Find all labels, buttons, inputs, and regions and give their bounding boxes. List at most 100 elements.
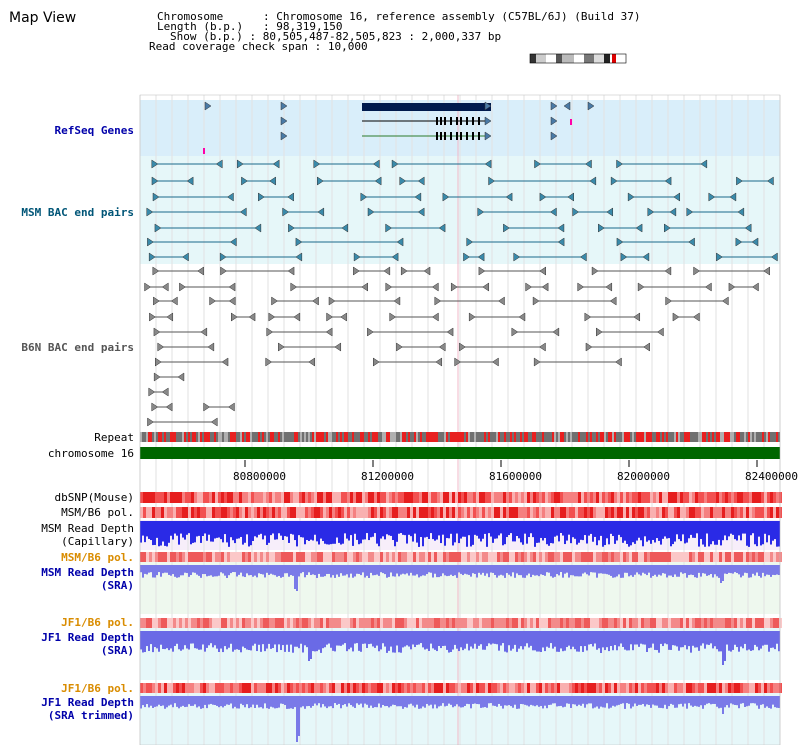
msm-sra-depth [230,565,232,574]
jf1-pol-heat [329,618,332,628]
jf1-trim-depth [498,696,500,704]
msm-sra-depth [418,565,420,578]
dbsnp-heat [518,492,521,503]
track-label-msm-b6-pol-1[interactable]: MSM/B6 pol. [61,506,134,519]
bac-end-arrow [414,192,422,202]
jf1-sra-depth [370,631,372,644]
jf1-sra-depth [712,631,714,649]
jf1-pol2-heat [383,683,386,693]
msm-cap-depth [492,521,494,543]
jf1-pol-heat [401,618,404,628]
jf1-sra-depth [200,631,202,650]
msm-sra-depth [500,565,502,575]
jf1-pol2-heat [524,683,527,693]
jf1-pol-heat [467,618,470,628]
dbsnp-heat [395,492,398,503]
msm-cap-depth [414,521,416,534]
msm-cap-depth [208,521,210,535]
jf1-pol-heat [548,618,551,628]
msm-pol-heat [437,507,440,518]
jf1-pol2-heat [272,683,275,693]
repeat-block [406,432,408,442]
track-label-jf1-depth-trim-1[interactable]: JF1 Read Depth [41,696,134,709]
msm-cap-depth [198,521,200,536]
jf1-trim-depth [274,696,276,709]
bac-end-arrow [334,342,342,352]
jf1-trim-depth [706,696,708,704]
jf1-trim-depth [688,696,690,704]
msm-sra-depth [546,565,548,573]
jf1-sra-depth [538,631,540,652]
track-label-msm-depth-cap-1[interactable]: MSM Read Depth [41,522,134,535]
jf1-sra-depth [430,631,432,644]
msm-pol2-heat [167,552,170,562]
jf1-trim-depth [666,696,668,709]
gene-marker [570,119,572,125]
bac-end-arrow [518,312,526,322]
bac-end-arrow [153,296,160,306]
dbsnp-heat [638,492,641,503]
track-label-jf1-b6-pol-1[interactable]: JF1/B6 pol. [61,616,134,629]
jf1-trim-depth [472,696,474,704]
track-label-jf1-b6-pol-2[interactable]: JF1/B6 pol. [61,682,134,695]
exon [440,132,442,140]
msm-cap-depth [570,521,572,544]
track-label-repeat[interactable]: Repeat [94,431,134,444]
msm-cap-depth [528,521,530,538]
jf1-trim-depth [542,696,544,709]
msm-sra-depth [656,565,658,577]
msm-sra-depth [572,565,574,576]
msm-cap-depth [180,521,182,534]
jf1-trim-depth [270,696,272,707]
bac-end-arrow [288,223,295,233]
jf1-pol-heat [194,618,197,628]
msm-pol2-heat [710,552,713,562]
jf1-pol-heat [515,618,518,628]
jf1-sra-depth [320,631,322,653]
msm-cap-depth [344,521,346,534]
msm-cap-depth [722,521,724,541]
track-label-b6n-bac[interactable]: B6N BAC end pairs [21,341,134,354]
jf1-sra-depth [686,631,688,650]
jf1-trim-depth [758,696,760,709]
repeat-block [644,432,646,442]
exon [456,117,458,125]
dbsnp-heat [341,492,344,503]
msm-cap-depth [186,521,188,535]
ideogram-band [556,54,562,63]
msm-pol2-heat [515,552,518,562]
bac-end-arrow [729,192,737,202]
msm-pol-heat [530,507,533,518]
dbsnp-heat [542,492,545,503]
jf1-pol-heat [674,618,677,628]
msm-pol2-heat [620,552,623,562]
msm-pol-heat [503,507,506,518]
msm-cap-depth [422,521,424,547]
jf1-pol-heat [302,618,305,628]
repeat-block [610,432,612,442]
track-label-jf1-depth-sra-1[interactable]: JF1 Read Depth [41,631,134,644]
jf1-pol2-heat [554,683,557,693]
track-label-msm-b6-pol-2[interactable]: MSM/B6 pol. [61,551,134,564]
msm-pol-heat [737,507,740,518]
track-label-dbsnp[interactable]: dbSNP(Mouse) [54,491,134,504]
msm-pol2-heat [185,552,188,562]
jf1-sra-depth [704,631,706,649]
repeat-block [652,432,654,442]
track-label-msm-bac[interactable]: MSM BAC end pairs [21,206,134,219]
jf1-trim-depth [484,696,486,708]
msm-pol2-heat [251,552,254,562]
track-label-refseq[interactable]: RefSeq Genes [54,124,134,137]
msm-pol2-heat [542,552,545,562]
msm-pol2-heat [731,552,734,562]
msm-pol2-heat [758,552,761,562]
jf1-pol-heat [332,618,335,628]
msm-cap-depth [234,521,236,544]
repeat-block [150,432,152,442]
track-label-msm-depth-sra-1[interactable]: MSM Read Depth [41,566,134,579]
bac-end-arrow [728,282,736,292]
jf1-sra-depth [738,631,740,652]
msm-pol-heat [326,507,329,518]
